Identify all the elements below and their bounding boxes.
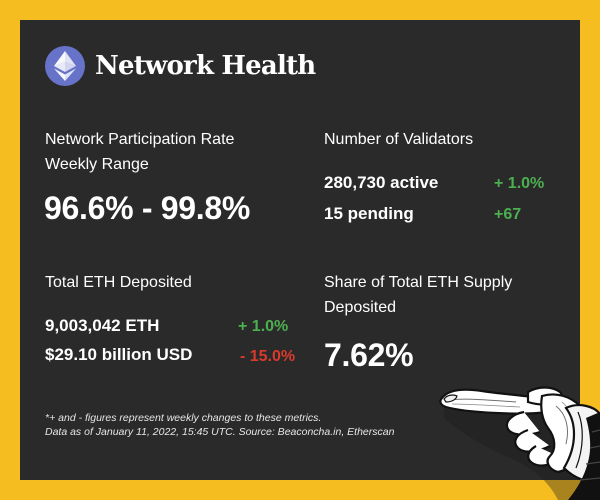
participation-value: 96.6% - 99.8%	[44, 190, 251, 226]
header: Network Health	[45, 46, 316, 86]
deposited-label: Total ETH Deposited	[45, 274, 192, 291]
footnote-line-1: *+ and - figures represent weekly change…	[45, 412, 322, 424]
page-title: Network Health	[95, 51, 316, 81]
share-label: Share of Total ETH Supply	[324, 274, 513, 291]
deposited-eth-change: + 1.0%	[238, 318, 289, 335]
participation-sublabel: Weekly Range	[45, 156, 149, 173]
share-sublabel: Deposited	[324, 299, 397, 316]
network-health-card: Network Health Network Participation Rat…	[20, 20, 580, 480]
ethereum-icon	[45, 46, 85, 86]
participation-label: Network Participation Rate	[45, 131, 235, 148]
share-value: 7.62%	[324, 337, 414, 373]
deposited-usd-change: - 15.0%	[240, 348, 296, 365]
validators-label: Number of Validators	[324, 131, 474, 148]
validators-pending: 15 pending	[324, 204, 414, 223]
deposited-eth: 9,003,042 ETH	[45, 316, 160, 335]
footnote-line-2: Data as of January 11, 2022, 15:45 UTC. …	[45, 426, 395, 438]
pointing-hand-illustration	[439, 386, 600, 500]
validators-active: 280,730 active	[324, 173, 439, 192]
footnote: *+ and - figures represent weekly change…	[45, 411, 394, 439]
deposited-usd: $29.10 billion USD	[45, 345, 193, 364]
validators-active-change: + 1.0%	[494, 175, 545, 192]
validators-pending-change: +67	[494, 206, 522, 223]
